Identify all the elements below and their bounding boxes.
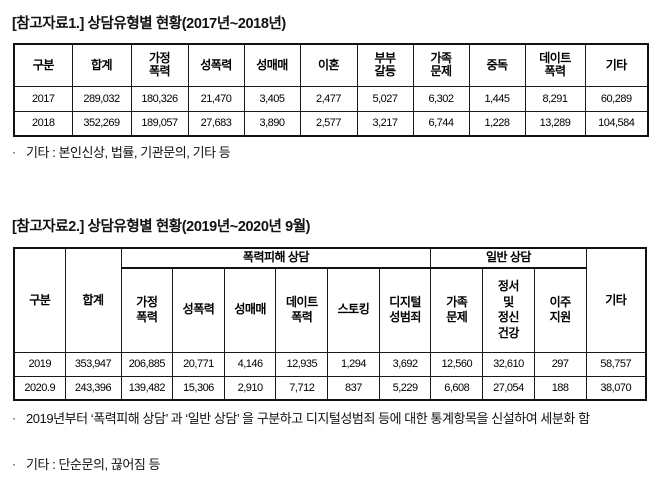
table1-cell-marital-conflict: 3,217 — [356, 110, 414, 137]
table-row: 2020.9 243,396 139,482 15,306 2,910 7,71… — [13, 375, 647, 401]
table2-cell-domestic-violence: 206,885 — [120, 351, 174, 377]
table2-cell-digital-sex-crime: 5,229 — [378, 375, 432, 401]
table1-col-header-marital-conflict: 부부 갈등 — [356, 43, 414, 87]
table1-col-header-dating-violence: 데이트 폭력 — [524, 43, 586, 87]
table2-cell-prostitution: 4,146 — [223, 351, 277, 377]
table2-col-header-dating-violence: 데이트 폭력 — [275, 267, 329, 353]
table1-cell-dating-violence: 8,291 — [524, 85, 586, 112]
table2-col-header-family-problem: 가족 문제 — [430, 267, 484, 353]
table2-cell-other: 58,757 — [585, 351, 647, 377]
table-row: 2019 353,947 206,885 20,771 4,146 12,935… — [13, 351, 647, 377]
table1-cell-domestic-violence: 180,326 — [130, 85, 189, 112]
consultation-table-2019-2020: 구분 합계 폭력피해 상담 일반 상담 기타 가정 폭력 성폭력 성매매 데이트 — [13, 247, 647, 401]
table2-col-header-emotional-mental-health: 정서 및 정신 건강 — [482, 267, 535, 353]
table2-col-header-migrant-support: 이주 지원 — [533, 267, 587, 353]
table2-cell-other: 38,070 — [585, 375, 647, 401]
table1-cell-addiction: 1,228 — [468, 110, 526, 137]
table2-cell-total: 353,947 — [64, 351, 122, 377]
table2-col-header-division: 구분 — [13, 247, 66, 353]
table2-row-label: 2019 — [13, 351, 66, 377]
section1-note: · 기타 : 본인신상, 법률, 기관문의, 기타 등 — [12, 143, 612, 163]
table2-cell-family-problem: 12,560 — [430, 351, 484, 377]
table2-col-header-total: 합계 — [64, 247, 122, 353]
table1-cell-prostitution: 3,405 — [243, 85, 301, 112]
table1-col-header-sexual-violence: 성폭력 — [187, 43, 245, 87]
table-row: 2018 352,269 189,057 27,683 3,890 2,577 … — [13, 110, 649, 137]
table2-sub-header-row: 가정 폭력 성폭력 성매매 데이트 폭력 스토킹 디지털 성 — [14, 267, 646, 353]
table2-col-header-sexual-violence: 성폭력 — [172, 267, 225, 353]
table2-col-header-other: 기타 — [585, 247, 647, 353]
table1-cell-addiction: 1,445 — [468, 85, 526, 112]
table1-col-header-family-problem: 가족 문제 — [412, 43, 470, 87]
table1-cell-family-problem: 6,744 — [412, 110, 470, 137]
table1-col-header-prostitution: 성매매 — [243, 43, 301, 87]
table1-cell-divorce: 2,577 — [299, 110, 358, 137]
table1-header-row: 구분 합계 가정 폭력 성폭력 성매매 이혼 — [13, 43, 649, 87]
bullet-icon: · — [12, 411, 16, 425]
table1-header: 구분 합계 가정 폭력 성폭력 성매매 이혼 — [13, 43, 649, 87]
table2-cell-dating-violence: 7,712 — [275, 375, 329, 401]
table1-cell-dating-violence: 13,289 — [524, 110, 586, 137]
table2-body: 2019 353,947 206,885 20,771 4,146 12,935… — [13, 351, 647, 401]
section1-title: [참고자료1.] 상담유형별 현황(2017년~2018년) — [12, 16, 286, 32]
section2-note-other: · 기타 : 단순문의, 끊어짐 등 — [12, 455, 612, 475]
table2-cell-emotional-mental-health: 27,054 — [482, 375, 535, 401]
table2-col-header-domestic-violence: 가정 폭력 — [120, 267, 174, 353]
table2-cell-migrant-support: 297 — [533, 351, 587, 377]
table2-cell-digital-sex-crime: 3,692 — [378, 351, 432, 377]
table2-col-header-prostitution: 성매매 — [223, 267, 277, 353]
table1-col-header-divorce: 이혼 — [299, 43, 358, 87]
table1-row-label: 2018 — [13, 110, 73, 137]
table1-col-header-total: 합계 — [71, 43, 132, 87]
table2-group-header-violence: 폭력피해 상담 — [120, 247, 432, 269]
table1-cell-family-problem: 6,302 — [412, 85, 470, 112]
table2-cell-domestic-violence: 139,482 — [120, 375, 174, 401]
table2-cell-migrant-support: 188 — [533, 375, 587, 401]
table1-col-header-other: 기타 — [584, 43, 649, 87]
table2-cell-total: 243,396 — [64, 375, 122, 401]
table1-cell-sexual-violence: 21,470 — [187, 85, 245, 112]
bullet-icon: · — [12, 145, 16, 159]
section2-note-other-text: 기타 : 단순문의, 끊어짐 등 — [26, 457, 161, 472]
table2-cell-family-problem: 6,608 — [430, 375, 484, 401]
table1-cell-marital-conflict: 5,027 — [356, 85, 414, 112]
consultation-table-2017-2018: 구분 합계 가정 폭력 성폭력 성매매 이혼 — [13, 43, 649, 137]
section2-note-methodology: · 2019년부터 ‘폭력피해 상담’ 과 ‘일반 상담’ 을 구분하고 디지털… — [12, 409, 656, 429]
table1-col-header-domestic-violence: 가정 폭력 — [130, 43, 189, 87]
table2-cell-dating-violence: 12,935 — [275, 351, 329, 377]
section2-title: [참고자료2.] 상담유형별 현황(2019년~2020년 9월) — [12, 219, 311, 235]
table1-cell-other: 104,584 — [584, 110, 649, 137]
bullet-icon: · — [12, 457, 16, 471]
table1-cell-prostitution: 3,890 — [243, 110, 301, 137]
table-row: 2017 289,032 180,326 21,470 3,405 2,477 … — [13, 85, 649, 112]
table2-col-header-stalking: 스토킹 — [327, 267, 380, 353]
table2-cell-stalking: 837 — [327, 375, 380, 401]
table2-cell-sexual-violence: 20,771 — [172, 351, 225, 377]
table1-cell-sexual-violence: 27,683 — [187, 110, 245, 137]
table1-cell-total: 289,032 — [71, 85, 132, 112]
table2-group-header-row: 구분 합계 폭력피해 상담 일반 상담 기타 — [13, 247, 647, 353]
table1-col-header-division: 구분 — [13, 43, 73, 87]
table1-col-header-addiction: 중독 — [468, 43, 526, 87]
table1-row-label: 2017 — [13, 85, 73, 112]
table1-cell-other: 60,289 — [584, 85, 649, 112]
table2-cell-sexual-violence: 15,306 — [172, 375, 225, 401]
table2-cell-stalking: 1,294 — [327, 351, 380, 377]
section1-note-text: 기타 : 본인신상, 법률, 기관문의, 기타 등 — [26, 145, 231, 160]
table2-cell-prostitution: 2,910 — [223, 375, 277, 401]
table1-cell-divorce: 2,477 — [299, 85, 358, 112]
table2-group-header-general: 일반 상담 — [430, 247, 587, 269]
table2-header: 구분 합계 폭력피해 상담 일반 상담 기타 가정 폭력 성폭력 성매매 데이트 — [13, 247, 647, 353]
table1-body: 2017 289,032 180,326 21,470 3,405 2,477 … — [13, 85, 649, 137]
table1-cell-domestic-violence: 189,057 — [130, 110, 189, 137]
section2-note-methodology-text: 2019년부터 ‘폭력피해 상담’ 과 ‘일반 상담’ 을 구분하고 디지털성범… — [26, 411, 590, 426]
table1-cell-total: 352,269 — [71, 110, 132, 137]
table2-cell-emotional-mental-health: 32,610 — [482, 351, 535, 377]
table2-col-header-digital-sex-crime: 디지털 성범죄 — [378, 267, 432, 353]
table2-row-label: 2020.9 — [13, 375, 66, 401]
